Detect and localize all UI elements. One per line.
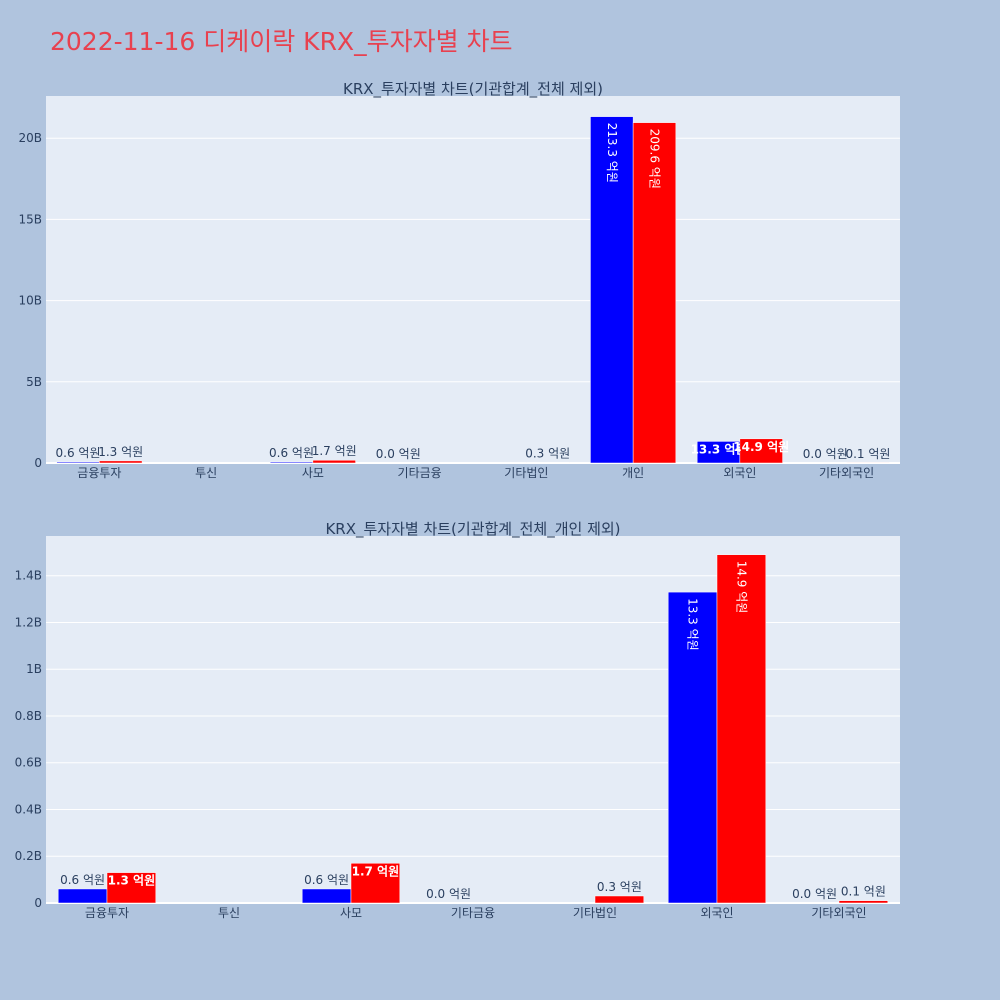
data-label: 0.3 억원 xyxy=(597,880,642,894)
data-label: 13.3 억원 xyxy=(686,598,700,651)
data-label: 0.6 억원 xyxy=(56,446,101,460)
data-label: 1.3 억원 xyxy=(108,874,156,888)
bar xyxy=(594,895,645,904)
data-label: 14.9 억원 xyxy=(733,440,789,454)
x-tick-label: 기타금융 xyxy=(451,906,495,920)
chart-bottom: 0 0.2B 0.4B 0.6B 0.8B 1B 1.2B 1.4B KRX_투자자별 차트(기… xyxy=(15,520,900,920)
y-tick-label: 0 xyxy=(34,456,42,470)
x-tick-label: 금융투자 xyxy=(85,906,129,920)
y-tick-label: 0 xyxy=(34,896,42,910)
x-tick-label: 기타외국인 xyxy=(819,466,874,480)
y-tick-label: 0.6B xyxy=(15,756,42,770)
data-label: 0.0 억원 xyxy=(376,447,421,461)
x-tick-label: 외국인 xyxy=(700,906,733,920)
bar xyxy=(106,872,157,904)
y-tick-label: 1.4B xyxy=(15,569,42,583)
bar xyxy=(56,461,100,464)
x-tick-label: 기타금융 xyxy=(398,466,442,480)
bar xyxy=(590,116,634,464)
plot-area xyxy=(46,536,900,903)
x-tick-label: 외국인 xyxy=(723,466,756,480)
x-tick-label: 사모 xyxy=(302,466,324,480)
y-tick-label: 20B xyxy=(18,131,42,145)
bar xyxy=(350,863,401,904)
bar xyxy=(269,461,314,464)
x-tick-label: 기타법인 xyxy=(573,906,617,920)
y-tick-label: 10B xyxy=(18,294,42,308)
y-tick-label: 15B xyxy=(18,212,42,226)
bar xyxy=(716,554,767,904)
data-label: 0.0 억원 xyxy=(426,887,471,901)
y-tick-label: 0.8B xyxy=(15,709,42,723)
data-label: 13.3 억원 xyxy=(691,442,747,456)
data-label: 0.6 억원 xyxy=(269,446,314,460)
x-tick-label: 투신 xyxy=(218,906,240,920)
bar xyxy=(99,460,143,464)
data-label: 0.0 억원 xyxy=(803,447,848,461)
chart-top: 0 5B 10B 15B 20B KRX_투자자별 차트(기관합계_전체 제외) 금융투자 0… xyxy=(18,80,900,480)
data-label: 0.3 억원 xyxy=(525,447,570,461)
plot-area xyxy=(46,96,900,463)
y-tick-label: 0.4B xyxy=(15,802,42,816)
page-title: 2022-11-16 디케이락 KRX_투자자별 차트 xyxy=(50,27,513,56)
y-tick-label: 1B xyxy=(26,662,42,676)
bar xyxy=(632,122,677,464)
data-label: 1.7 억원 xyxy=(352,864,400,878)
x-tick-label: 개인 xyxy=(622,466,644,480)
bar xyxy=(312,459,356,464)
data-label: 0.1 억원 xyxy=(845,447,890,461)
data-label: 0.1 억원 xyxy=(841,885,886,899)
bar xyxy=(57,888,108,904)
data-label: 1.7 억원 xyxy=(312,444,357,458)
data-label: 0.0 억원 xyxy=(792,887,837,901)
x-tick-label: 기타법인 xyxy=(504,466,548,480)
chart-title: KRX_투자자별 차트(기관합계_전체 제외) xyxy=(343,80,603,99)
bar xyxy=(838,900,889,904)
x-tick-label: 투신 xyxy=(195,466,217,480)
bar xyxy=(301,888,352,904)
x-tick-label: 기타외국인 xyxy=(811,906,866,920)
y-tick-label: 5B xyxy=(26,375,42,389)
x-tick-label: 금융투자 xyxy=(77,466,121,480)
data-label: 209.6 억원 xyxy=(647,129,661,189)
chart-title: KRX_투자자별 차트(기관합계_전체_개인 제외) xyxy=(325,520,620,539)
data-label: 0.6 억원 xyxy=(304,873,349,887)
x-tick-label: 사모 xyxy=(340,906,362,920)
bar xyxy=(739,438,783,464)
y-tick-label: 0.2B xyxy=(15,849,42,863)
data-label: 213.3 억원 xyxy=(605,123,619,183)
data-label: 0.6 억원 xyxy=(60,873,105,887)
data-label: 14.9 억원 xyxy=(734,561,748,614)
y-tick-label: 1.2B xyxy=(15,615,42,629)
bar xyxy=(667,591,718,904)
data-label: 1.3 억원 xyxy=(98,445,143,459)
